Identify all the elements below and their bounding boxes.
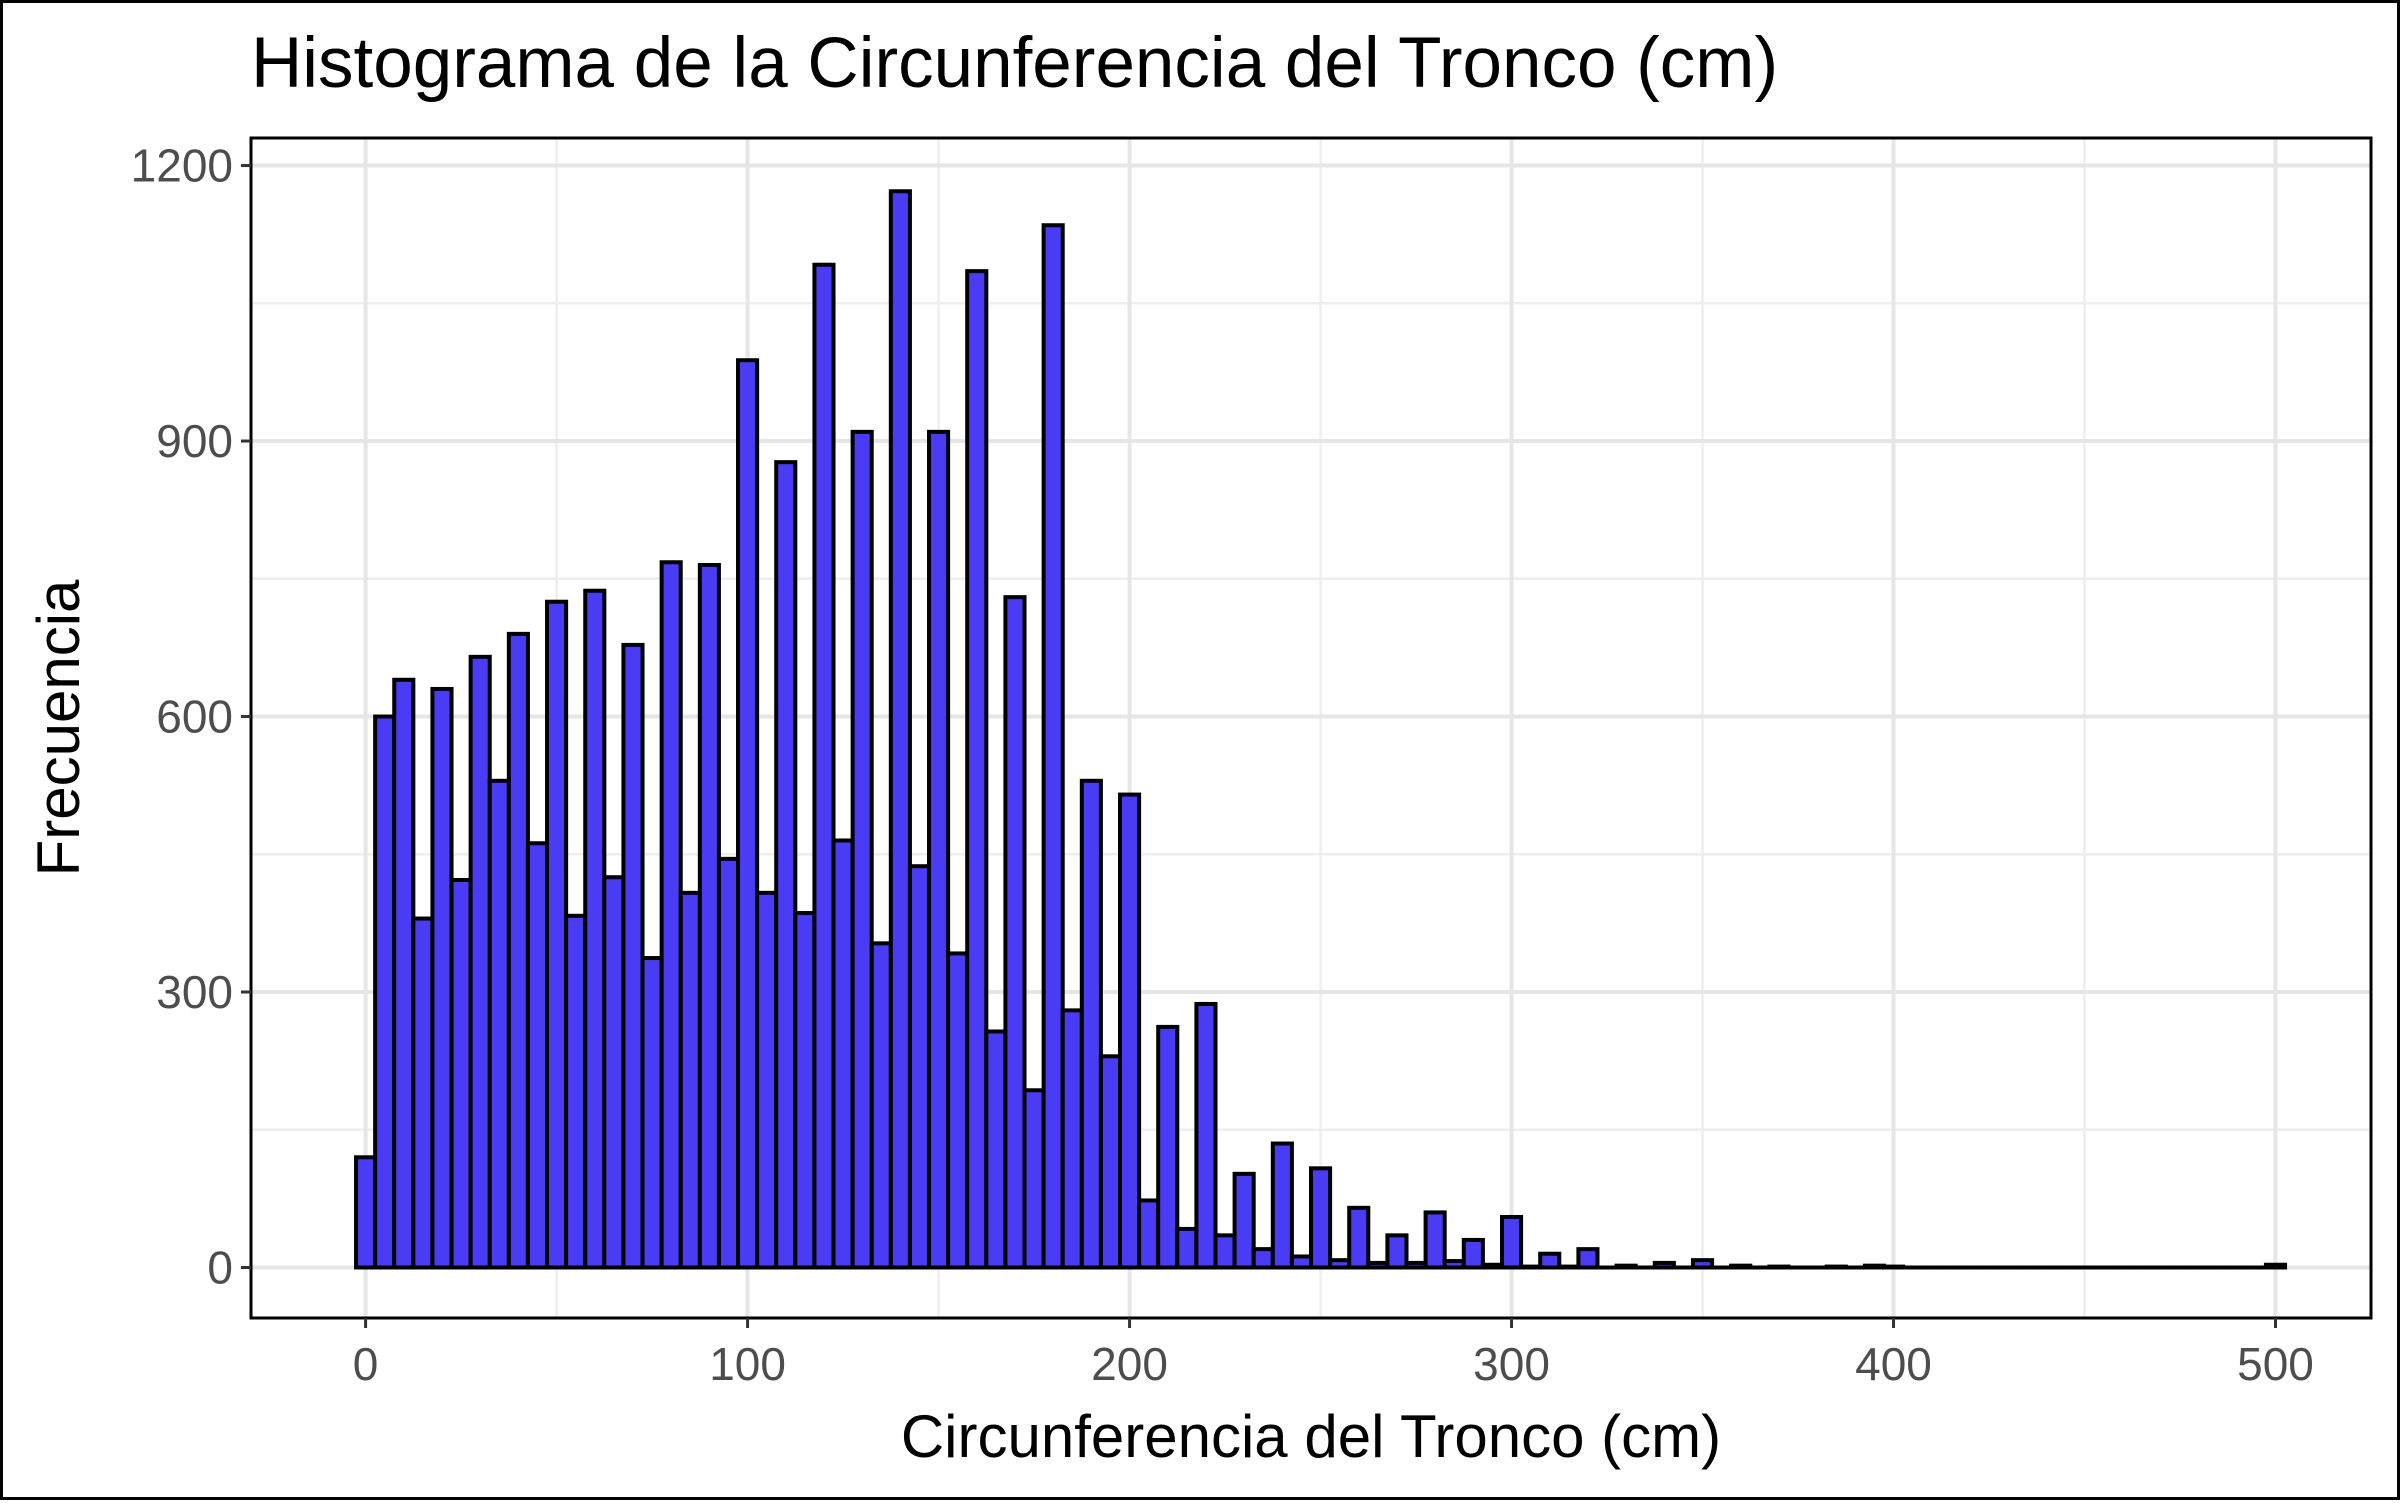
histogram-bar xyxy=(547,602,566,1268)
histogram-bar xyxy=(356,1157,375,1267)
y-tick-label: 0 xyxy=(207,1241,233,1293)
histogram-bar xyxy=(738,360,757,1267)
x-axis-title: Circunferencia del Tronco (cm) xyxy=(901,1403,1721,1470)
histogram-bar xyxy=(795,913,814,1267)
histogram-bar xyxy=(623,645,642,1268)
y-axis-title: Frecuencia xyxy=(25,579,92,876)
histogram-bar xyxy=(585,591,604,1268)
histogram-bar xyxy=(490,781,509,1268)
histogram-bar xyxy=(1559,1267,1578,1268)
histogram-bar xyxy=(394,680,413,1268)
histogram-bar xyxy=(528,843,547,1267)
histogram-bar xyxy=(872,943,891,1267)
histogram-bar xyxy=(910,866,929,1267)
y-tick-label: 600 xyxy=(156,691,233,743)
y-axis-ticks: 0 300 600 900 1200 xyxy=(131,140,251,1294)
histogram-bar xyxy=(1177,1229,1196,1268)
histogram-bar xyxy=(662,562,681,1267)
histogram-bar xyxy=(1082,781,1101,1268)
histogram-bar xyxy=(1139,1200,1158,1267)
histogram-bar xyxy=(853,432,872,1268)
histogram-bar xyxy=(1273,1144,1292,1268)
histogram-bar xyxy=(1311,1168,1330,1267)
histogram-chart: 0 300 600 900 1200 0 100 200 300 400 500 Histogra… xyxy=(3,3,2400,1503)
histogram-bar xyxy=(1827,1267,1846,1268)
histogram-bar xyxy=(967,271,986,1267)
histogram-bar xyxy=(471,657,490,1268)
histogram-bar xyxy=(1655,1263,1674,1268)
histogram-bar xyxy=(509,634,528,1268)
chart-title: Histograma de la Circunferencia del Tron… xyxy=(251,24,1778,103)
histogram-bar xyxy=(1158,1027,1177,1268)
histogram-bar xyxy=(1693,1260,1712,1267)
histogram-bar xyxy=(1196,1004,1215,1268)
y-tick-label: 300 xyxy=(156,966,233,1018)
histogram-bar xyxy=(1464,1240,1483,1268)
histogram-bar xyxy=(1216,1235,1235,1267)
histogram-bar xyxy=(1502,1217,1521,1268)
x-tick-label: 300 xyxy=(1473,1338,1550,1390)
x-tick-label: 500 xyxy=(2237,1338,2314,1390)
histogram-bar xyxy=(1005,597,1024,1267)
histogram-bar xyxy=(1884,1267,1903,1268)
histogram-bar xyxy=(1865,1266,1884,1268)
histogram-bar xyxy=(891,191,910,1267)
histogram-bar xyxy=(1235,1174,1254,1268)
histogram-bar xyxy=(1483,1265,1502,1268)
histogram-bar xyxy=(1254,1249,1273,1267)
histogram-bar xyxy=(1120,795,1139,1268)
histogram-bar xyxy=(1769,1267,1788,1268)
histogram-bar xyxy=(413,919,432,1268)
histogram-bar xyxy=(566,916,585,1268)
histogram-bar xyxy=(1426,1212,1445,1267)
x-tick-label: 200 xyxy=(1091,1338,1168,1390)
x-tick-label: 0 xyxy=(353,1338,379,1390)
histogram-bar xyxy=(452,880,471,1268)
histogram-bar xyxy=(1731,1266,1750,1268)
histogram-bar xyxy=(1387,1235,1406,1267)
histogram-bar xyxy=(1349,1208,1368,1268)
histogram-bar xyxy=(1025,1090,1044,1267)
histogram-bar xyxy=(1330,1260,1349,1267)
histogram-bar xyxy=(948,953,967,1267)
histogram-bar xyxy=(432,689,451,1268)
histogram-bar xyxy=(2266,1265,2285,1268)
histogram-bar xyxy=(1406,1263,1425,1268)
histogram-bar xyxy=(681,893,700,1268)
histogram-bar xyxy=(834,840,853,1267)
histogram-bar xyxy=(814,265,833,1268)
histogram-bar xyxy=(1063,1010,1082,1267)
histogram-bar xyxy=(776,462,795,1267)
histogram-bar xyxy=(986,1031,1005,1267)
histogram-bar xyxy=(604,877,623,1267)
histogram-bar xyxy=(719,859,738,1268)
histogram-bar xyxy=(643,958,662,1267)
y-tick-label: 1200 xyxy=(131,140,233,192)
x-tick-label: 400 xyxy=(1855,1338,1932,1390)
histogram-bar xyxy=(1292,1256,1311,1267)
histogram-bar xyxy=(929,432,948,1268)
histogram-bar xyxy=(1578,1249,1597,1267)
histogram-bar xyxy=(1617,1266,1636,1268)
histogram-bar xyxy=(1101,1056,1120,1267)
histogram-bar xyxy=(1445,1261,1464,1267)
histogram-bar xyxy=(1044,225,1063,1267)
histogram-bar xyxy=(757,893,776,1268)
histogram-bar xyxy=(700,565,719,1267)
histogram-bar xyxy=(1368,1263,1387,1268)
x-tick-label: 100 xyxy=(709,1338,786,1390)
histogram-bar xyxy=(1521,1267,1540,1268)
y-tick-label: 900 xyxy=(156,415,233,467)
histogram-bar xyxy=(375,717,394,1268)
histogram-bar xyxy=(1540,1254,1559,1268)
x-axis-ticks: 0 100 200 300 400 500 xyxy=(353,1318,2314,1390)
